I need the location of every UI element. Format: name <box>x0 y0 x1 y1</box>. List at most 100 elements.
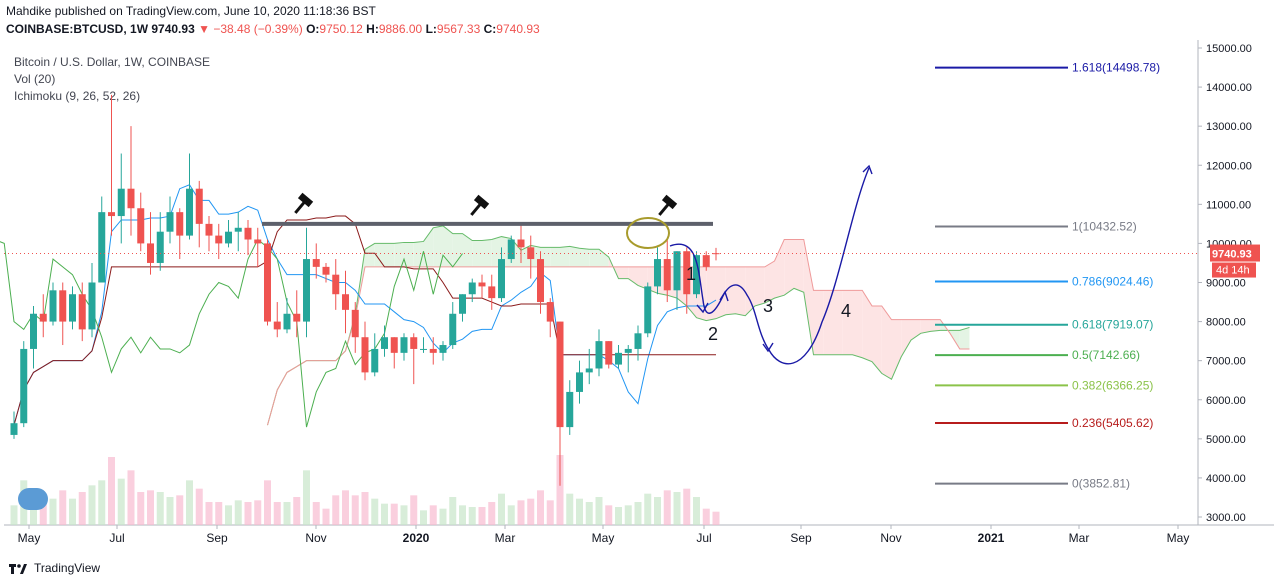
candle-body <box>166 212 174 232</box>
open-value: 9750.12 <box>319 22 363 36</box>
close-label: C: <box>483 22 497 36</box>
candle-body <box>585 368 593 373</box>
candle-body <box>624 348 632 353</box>
volume-bar <box>234 500 242 525</box>
candle-body <box>673 251 681 291</box>
candle-body <box>127 188 135 209</box>
volume-bar <box>390 503 398 525</box>
volume-bar <box>439 508 447 525</box>
ichimoku-cloud-segment <box>833 290 843 355</box>
legend-vol[interactable]: Vol (20) <box>14 72 56 86</box>
fib-level-label: 1(10432.52) <box>1072 220 1137 234</box>
candle-body <box>117 188 125 217</box>
candle-body <box>244 227 252 240</box>
volume-bar <box>147 490 154 525</box>
highlight-ellipse <box>626 217 670 249</box>
publisher-text: Mahdike published on TradingView.com, Ju… <box>6 4 376 18</box>
volume-bar <box>507 505 515 525</box>
candle-body <box>361 337 369 373</box>
volume-bar <box>381 503 388 525</box>
volume-bar <box>429 505 437 525</box>
volume-bar <box>10 505 18 525</box>
ichimoku-cloud-segment <box>589 249 599 267</box>
legend-title[interactable]: Bitcoin / U.S. Dollar, 1W, COINBASE <box>14 55 211 69</box>
volume-bar <box>332 495 340 525</box>
candle-body <box>195 188 203 224</box>
y-tick-label: 11000.00 <box>1206 199 1251 211</box>
chikou-span-line <box>0 238 463 428</box>
volume-bar <box>585 502 593 525</box>
volume-bar <box>527 498 535 525</box>
ichimoku-cloud-segment <box>394 242 404 267</box>
candle-body <box>156 231 164 263</box>
ichimoku-cloud-segment <box>433 225 443 267</box>
candle-body <box>10 423 18 435</box>
arrow-head-1 <box>696 302 709 314</box>
y-tick-label: 3000.00 <box>1206 512 1246 524</box>
ichimoku-cloud-segment <box>959 327 970 349</box>
candle-body <box>98 212 106 283</box>
ichimoku-cloud-segment <box>482 239 492 267</box>
volume-bar <box>644 493 652 525</box>
ichimoku-cloud-segment <box>725 266 736 315</box>
ohlc-line: COINBASE:BTCUSD, 1W 9740.93 ▼ −38.48 (−0… <box>6 22 540 36</box>
volume-bar <box>312 502 320 525</box>
high-label: H: <box>366 22 379 36</box>
x-tick-label: Sep <box>206 531 228 545</box>
senkou-span-a-line <box>267 225 970 426</box>
ichimoku-cloud-segment <box>628 266 638 286</box>
volume-bar <box>273 502 281 525</box>
ichimoku-cloud-segment <box>764 261 775 304</box>
volume-bar <box>186 480 193 525</box>
candle-body <box>186 188 193 236</box>
candle-body <box>371 348 379 373</box>
volume-bar <box>420 510 427 525</box>
x-tick-label: Nov <box>305 531 326 545</box>
x-tick-label: Jul <box>696 531 711 545</box>
close-value: 9740.93 <box>496 22 540 36</box>
ichimoku-cloud-segment <box>423 227 434 267</box>
candle-body <box>400 337 408 353</box>
volume-bar <box>663 490 671 525</box>
volume-bar <box>556 455 564 525</box>
footer-brand: TradingView <box>34 561 101 575</box>
volume-bar <box>342 490 349 525</box>
y-tick-label: 9000.00 <box>1206 278 1246 290</box>
candle-body <box>254 239 262 244</box>
last-price-badge-text: 9740.93 <box>1212 249 1252 261</box>
candle-body <box>215 235 223 244</box>
last-price-badge <box>1210 244 1260 262</box>
volume-bar <box>673 492 681 525</box>
candle-body <box>663 259 671 291</box>
volume-bar <box>39 498 47 525</box>
candle-body <box>69 294 76 322</box>
volume-bar <box>654 497 661 525</box>
volume-bar <box>195 488 203 525</box>
fib-level-label: 1.618(14498.78) <box>1072 61 1160 75</box>
arrow-head-2 <box>719 290 729 302</box>
ichimoku-cloud-segment <box>579 248 590 267</box>
ichimoku-cloud-segment <box>745 266 755 316</box>
x-tick-label: Mar <box>1069 531 1090 545</box>
ichimoku-cloud-segment <box>774 239 785 299</box>
x-tick-label: 2021 <box>978 531 1005 545</box>
volume-bar <box>624 505 632 525</box>
volume-bar <box>634 502 642 525</box>
volume-bar <box>693 497 700 525</box>
ichimoku-cloud-segment <box>794 239 804 293</box>
candle-body <box>654 259 661 287</box>
y-tick-label: 4000.00 <box>1206 473 1246 485</box>
ichimoku-cloud-segment <box>901 319 911 357</box>
candle-body <box>293 313 301 322</box>
footer: TradingView <box>8 561 100 575</box>
tenkan-sen-line <box>13 184 717 426</box>
candle-body <box>449 313 457 346</box>
volume-bar <box>244 502 252 525</box>
fib-level-label: 0.786(9024.46) <box>1072 275 1153 289</box>
candle-body <box>566 391 574 428</box>
arrow-head-3 <box>762 342 774 353</box>
candle-body <box>303 259 310 322</box>
candle-body <box>283 313 291 330</box>
legend-ichimoku[interactable]: Ichimoku (9, 26, 52, 26) <box>14 89 141 103</box>
